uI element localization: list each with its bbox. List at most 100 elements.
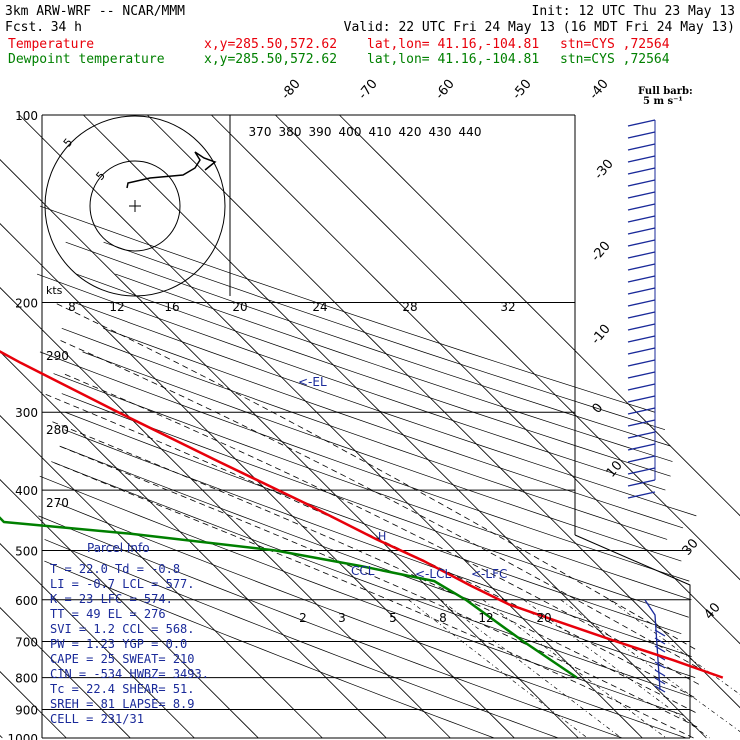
dry-adiabat — [36, 273, 666, 491]
wind-barb — [627, 359, 656, 367]
wind-barb — [627, 335, 656, 343]
dry-adiabat-label: 280 — [46, 423, 69, 437]
isotherm — [83, 114, 707, 739]
parcel-row: SREH = 81 LAPSE= 8.9 — [50, 697, 195, 711]
moist-adiabat — [59, 339, 698, 668]
isotherm — [0, 159, 579, 739]
wind-barb — [627, 455, 656, 463]
theta-label: 370 — [249, 125, 272, 139]
valid-time: Valid: 22 UTC Fri 24 May 13 (16 MDT Fri … — [344, 20, 735, 35]
parcel-row: CAPE = 25 SWEAT= 210 — [50, 652, 195, 666]
hodograph-ring-outer — [44, 115, 226, 297]
isotherm — [339, 114, 740, 517]
isotherm — [0, 223, 515, 739]
temperature-tick-label: -80 — [279, 77, 304, 103]
mixing-ratio-line — [440, 599, 622, 739]
wind-barb — [627, 143, 656, 151]
mixing-ratio-label: 2 — [299, 611, 307, 625]
wind-barb — [627, 179, 656, 187]
mixing-ratio-label: 5 — [389, 611, 397, 625]
wind-barb — [654, 645, 666, 653]
hodograph-trace — [126, 151, 217, 189]
moist-adiabat — [54, 302, 696, 650]
wind-barb — [627, 419, 656, 427]
parcel-row: Tc = 22.4 SHEAR= 51. — [50, 682, 195, 696]
parcel-info-title: Parcel Info — [87, 541, 150, 555]
dry-adiabat — [39, 475, 685, 716]
parcel-row: T = 22.0 Td = -0.8 — [50, 562, 180, 576]
temperature-profile — [0, 350, 724, 679]
parcel-row: PW = 1.23 YGP = 0.0 — [50, 637, 187, 651]
wind-barb — [627, 479, 656, 487]
wind-barb — [627, 191, 656, 199]
parcel-row: CELL = 231/31 — [50, 712, 144, 726]
wind-barb — [627, 383, 656, 391]
dry-adiabat-label: 270 — [46, 496, 69, 510]
dry-adiabat — [57, 502, 687, 739]
hodo-ring-label-outer: 5 — [61, 136, 75, 150]
pressure-tick-label: 300 — [15, 406, 38, 420]
wind-barb — [627, 215, 656, 223]
isotherm — [211, 114, 740, 645]
wind-barb — [627, 203, 656, 211]
wind-barb — [644, 599, 661, 691]
dry-adiabat — [103, 241, 666, 431]
wind-barb — [654, 669, 666, 677]
temperature-tick-label: -20 — [589, 239, 614, 265]
legend-temp-latlon: lat,lon= 41.16,-104.81 — [367, 37, 539, 52]
wind-barb — [627, 227, 656, 235]
wind-barb — [627, 299, 656, 307]
hodograph-center — [129, 200, 141, 212]
model-title: 3km ARW-WRF -- NCAR/MMM — [5, 4, 185, 19]
temperature-tick-label: -40 — [587, 77, 612, 103]
isotherm — [0, 735, 3, 739]
moist-adiabat — [63, 373, 700, 685]
isotherm — [0, 607, 131, 739]
dry-adiabat — [61, 328, 668, 540]
legend-temp-name: Temperature — [8, 37, 94, 52]
pressure-tick-label: 400 — [15, 484, 38, 498]
temperature-tick-label: 0 — [590, 401, 607, 417]
mixing-ratio-line — [408, 599, 588, 739]
dry-adiabat — [65, 241, 671, 447]
dry-adiabat — [39, 205, 655, 413]
wind-barb — [627, 131, 656, 139]
isotherm — [0, 415, 323, 739]
pressure-tick-label: 100 — [15, 109, 38, 123]
wetbulb-label: 16 — [164, 300, 179, 314]
mixing-ratio-label: 3 — [338, 611, 346, 625]
legend-dew-xy: x,y=285.50,572.62 — [204, 52, 337, 67]
wind-barb — [627, 407, 656, 415]
barb-legend-line2: 5 m s⁻¹ — [643, 96, 683, 107]
dry-adiabat — [74, 302, 697, 517]
mixing-ratio-line — [523, 599, 710, 739]
lfc-marker: <-LFC — [471, 567, 507, 581]
temperature-tick-label: -10 — [589, 322, 614, 348]
dry-adiabat — [44, 560, 495, 739]
wetbulb-label: 8 — [68, 300, 76, 314]
legend-dew-latlon: lat,lon= 41.16,-104.81 — [367, 52, 539, 67]
parcel-row: CIN = -534 HWBZ= 3493. — [50, 667, 209, 681]
dewpoint-profile — [0, 516, 578, 679]
mixing-ratio-label: 8 — [439, 611, 447, 625]
theta-label: 380 — [279, 125, 302, 139]
temperature-tick-label: -30 — [592, 157, 617, 183]
parcel-row: K = 23 LFC = 574. — [50, 592, 173, 606]
isotherm — [0, 543, 195, 739]
wind-barb — [654, 637, 666, 645]
dry-adiabat — [64, 429, 692, 657]
wind-barb — [627, 263, 656, 271]
barb-legend-line1: Full barb: — [638, 86, 693, 97]
dry-adiabat — [103, 328, 684, 529]
dry-adiabat — [53, 373, 692, 601]
theta-label: 420 — [399, 125, 422, 139]
background-lines — [0, 114, 740, 739]
ccl-marker: CCL — [351, 564, 375, 578]
wind-barb — [654, 677, 666, 685]
dry-adiabat — [44, 539, 559, 739]
isotherm — [0, 287, 451, 739]
hodograph-ring-inner — [89, 160, 181, 252]
moist-adiabat — [59, 445, 698, 728]
mixing-ratio-line — [482, 599, 667, 739]
mixing-ratio-label: 20 — [536, 611, 551, 625]
